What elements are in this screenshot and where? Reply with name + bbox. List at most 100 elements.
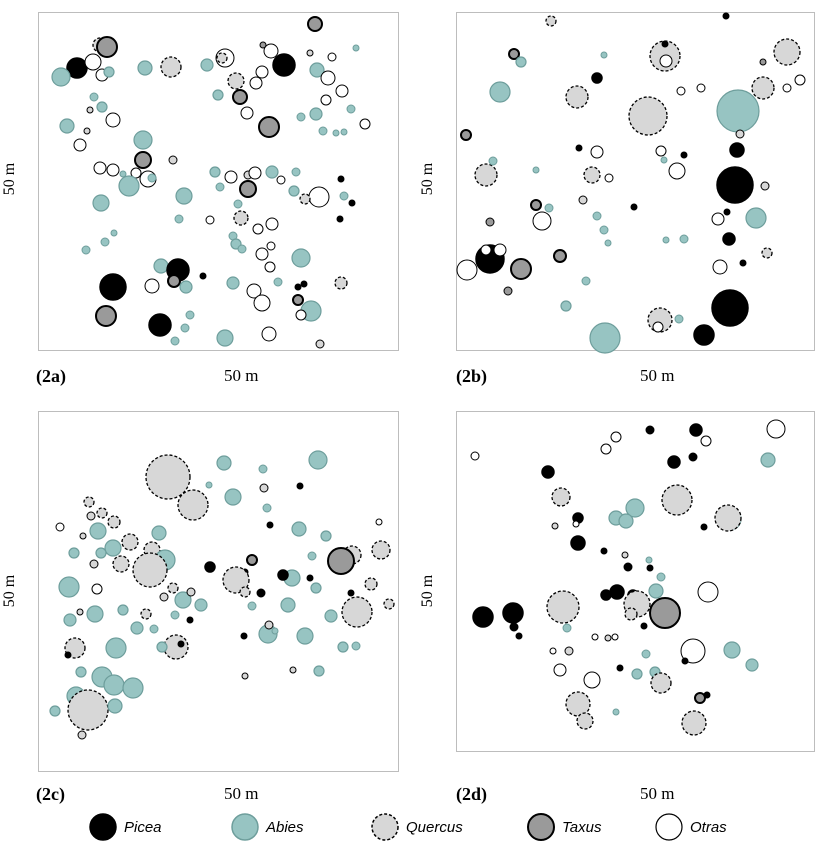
tree-otras-b [652,321,664,333]
tree-abies-a [296,112,306,122]
tree-quercus-c [222,566,250,594]
y-axis-label-2b: 50 m [419,162,437,196]
tree-quercus-b [628,96,668,136]
tree-picea-a [272,53,296,77]
tree-quercus-c [163,634,189,660]
tree-otras-a [253,294,271,312]
tree-picea-b [716,166,754,204]
tree-quercus-b [761,247,773,259]
tree-picea-a [337,175,345,183]
legend-item-taxus: Taxus [526,812,601,842]
tree-abies-a [339,191,349,201]
tree-abies-a [59,118,75,134]
tree-quercus-c [140,608,152,620]
tree-quercus-a [334,276,348,290]
tree-quercus-c [67,689,109,731]
tree-abies-c [296,627,314,645]
tree-picea-b [661,40,669,48]
tree-abies-c [107,698,123,714]
tree-taxus-b [460,129,472,141]
tree-quercus-a [160,56,182,78]
tree-taxus-a [239,180,257,198]
tree-taxus-a [96,36,118,58]
legend-label-otras: Otras [690,818,727,836]
tree-otras-b [696,83,706,93]
tree-abies-c [156,641,168,653]
tree-abies-a [96,101,108,113]
tree-otras-a [249,76,263,90]
tree-picea-d [600,547,608,555]
tree-otras-a [252,223,264,235]
tree-quercus-c [86,511,96,521]
panel-frame-2d [456,411,815,752]
tree-abies-c [58,576,80,598]
otras-swatch-icon [655,813,683,841]
tree-abies-a [147,173,157,183]
tree-quercus-c [364,577,378,591]
tree-abies-a [179,280,193,294]
tree-picea-d [640,622,648,630]
tree-taxus-a [259,41,267,49]
tree-quercus-a [83,127,91,135]
tree-picea-b [739,259,747,267]
tree-picea-b [693,324,715,346]
tree-otras-b [480,244,492,256]
tree-abies-b [560,300,572,312]
tree-quercus-d [650,672,672,694]
tree-picea-b [591,72,603,84]
tree-taxus-a [167,274,181,288]
tree-abies-c [291,521,307,537]
tree-abies-c [103,674,125,696]
tree-otras-a [93,161,107,175]
tree-quercus-c [121,533,139,551]
tree-abies-a [318,126,328,136]
tree-picea-b [711,289,749,327]
tree-picea-d [700,523,708,531]
tree-picea-b [680,151,688,159]
tree-picea-a [300,280,308,288]
tree-abies-a [175,187,193,205]
tree-quercus-b [735,129,745,139]
tree-quercus-d [621,551,629,559]
tree-picea-c [347,589,355,597]
tree-picea-a [348,199,356,207]
tree-abies-a [200,58,214,72]
tree-quercus-d [624,607,638,621]
picea-swatch-icon [89,813,117,841]
tree-otras-a [130,167,142,179]
legend-label-picea: Picea [124,818,162,836]
x-axis-label-2c: 50 m [224,784,259,803]
tree-picea-d [570,535,586,551]
tree-otras-a [327,52,337,62]
tree-taxus-b [553,249,567,263]
tree-taxus-d [649,597,681,629]
tree-otras-d [700,435,712,447]
tree-picea-c [64,651,72,659]
tree-abies-a [180,323,190,333]
y-axis-label-2c: 50 m [1,574,19,608]
tree-otras-b [493,243,507,257]
tree-quercus-d [576,712,594,730]
tree-abies-a [237,244,247,254]
tree-abies-d [723,641,741,659]
tree-abies-c [308,450,328,470]
tree-abies-a [51,67,71,87]
tree-otras-d [572,520,580,528]
tree-abies-c [75,666,87,678]
tree-abies-c [174,591,192,609]
tree-quercus-c [107,515,121,529]
tree-abies-a [110,229,118,237]
tree-abies-a [332,129,340,137]
tree-abies-b [592,211,602,221]
tree-quercus-b [760,181,770,191]
tree-otras-b [659,54,673,68]
tree-abies-a [233,199,243,209]
tree-otras-a [73,138,87,152]
tree-otras-b [604,173,614,183]
tree-quercus-a [168,155,178,165]
tree-quercus-b [751,76,775,100]
panel-label-2d: (2d) [456,784,487,804]
tree-picea-c [177,640,185,648]
tree-otras-d [766,419,786,439]
tree-quercus-c [177,489,209,521]
